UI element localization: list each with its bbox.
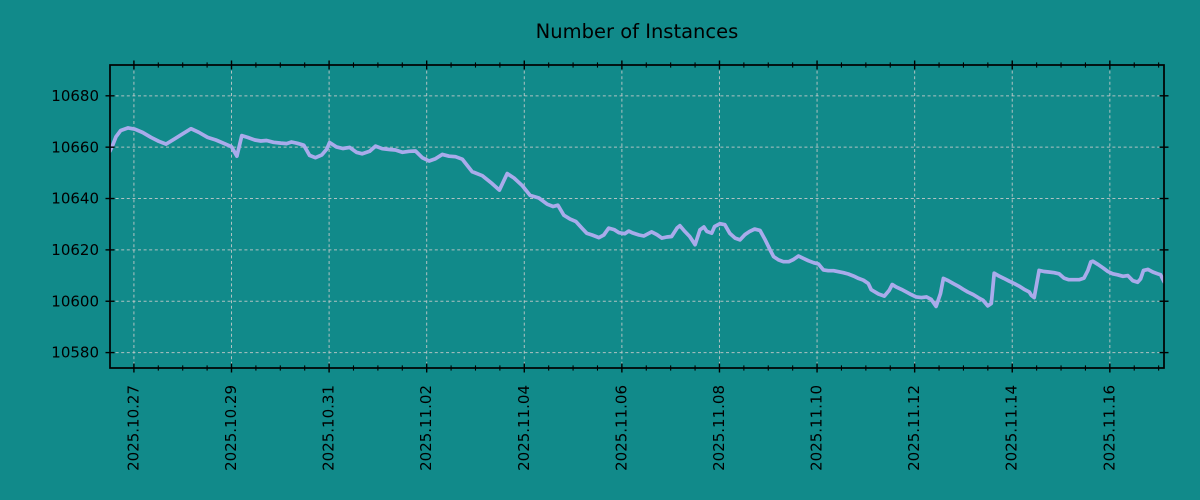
x-tick-label: 2025.11.02 (417, 385, 435, 471)
data-line-instances (110, 126, 1164, 309)
axes-layer (105, 60, 1169, 373)
x-tick-label: 2025.11.16 (1100, 385, 1118, 471)
x-tick-label: 2025.11.04 (515, 385, 533, 471)
x-tick-label: 2025.10.27 (124, 385, 142, 471)
x-tick-label: 2025.11.12 (905, 385, 923, 471)
x-tick-label: 2025.11.08 (710, 385, 728, 471)
plot-frame (109, 64, 1165, 369)
x-tick-label: 2025.11.06 (612, 385, 630, 471)
x-tick-label: 2025.10.29 (222, 385, 240, 471)
y-tick-label: 10620 (51, 241, 99, 259)
y-tick-label: 10660 (51, 138, 99, 156)
x-tick-label: 2025.10.31 (320, 385, 338, 471)
y-tick-label: 10600 (51, 292, 99, 310)
y-tick-label: 10580 (51, 344, 99, 362)
y-tick-label: 10680 (51, 87, 99, 105)
y-tick-label: 10640 (51, 190, 99, 208)
chart-title: Number of Instances (536, 20, 739, 43)
grid-layer (110, 65, 1164, 368)
x-tick-label: 2025.11.10 (808, 385, 826, 471)
series-layer (110, 126, 1164, 309)
x-tick-label: 2025.11.14 (1003, 385, 1021, 471)
label-layer: 10580 10600 10620 10640 10660 10680 2025.10.27… (51, 87, 1118, 471)
